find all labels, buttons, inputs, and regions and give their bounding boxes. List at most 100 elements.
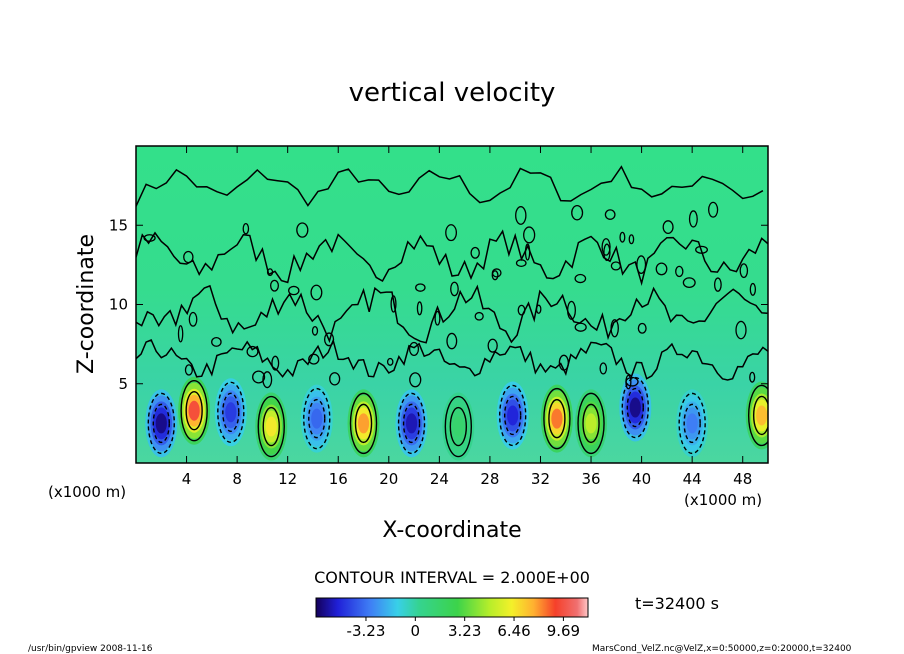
contour-loop bbox=[610, 319, 619, 338]
cell-contour bbox=[397, 392, 426, 455]
y-tick-label: 10 bbox=[109, 296, 128, 314]
cell-contour bbox=[262, 406, 280, 447]
contour-loop bbox=[188, 311, 198, 327]
contour-loop bbox=[637, 322, 647, 334]
cell-contour bbox=[498, 384, 527, 447]
contour-loop bbox=[487, 338, 498, 353]
cell-level bbox=[357, 413, 370, 434]
cell-contour bbox=[752, 395, 768, 436]
contour-loop bbox=[271, 355, 280, 371]
cell-contour bbox=[582, 403, 600, 444]
x-tick-label: 32 bbox=[531, 470, 550, 488]
updraft-cell bbox=[540, 384, 573, 453]
contour-loop bbox=[386, 357, 394, 366]
contour-loop bbox=[183, 250, 194, 264]
contour-loop bbox=[416, 301, 423, 316]
time-label: t=32400 s bbox=[635, 594, 719, 613]
contour-loop bbox=[655, 262, 668, 276]
downdraft-cell bbox=[619, 373, 652, 442]
contour-loop bbox=[177, 325, 184, 343]
contour-loop bbox=[566, 300, 576, 320]
footer-right: MarsCond_VelZ.nc@VelZ,x=0:50000,z=0:2000… bbox=[592, 644, 852, 654]
cell-level bbox=[585, 413, 597, 434]
contour-loop bbox=[571, 204, 584, 221]
colorbar-tick-label: 9.69 bbox=[547, 622, 580, 640]
colorbar-tick-label: -3.23 bbox=[347, 622, 386, 640]
x-tick-label: 40 bbox=[632, 470, 651, 488]
x-tick-label: 28 bbox=[480, 470, 499, 488]
x-tick-label: 4 bbox=[182, 470, 192, 488]
cell-contour bbox=[683, 403, 701, 444]
y-tick-label: 5 bbox=[118, 375, 128, 393]
updraft-cell bbox=[575, 389, 608, 458]
contour-loop bbox=[266, 268, 274, 277]
contour-loop bbox=[491, 270, 499, 281]
cell-contour bbox=[747, 384, 768, 447]
contour-loop bbox=[517, 304, 526, 316]
contour-loop bbox=[749, 282, 757, 296]
contour-loop bbox=[450, 281, 459, 297]
cell-level bbox=[225, 402, 237, 423]
contour-loop bbox=[535, 304, 542, 314]
cell-contour bbox=[354, 403, 373, 444]
x-axis-label: X-coordinate bbox=[382, 518, 521, 543]
cell-level bbox=[155, 413, 167, 434]
cell-level bbox=[551, 408, 563, 429]
cell-contour bbox=[626, 387, 644, 428]
cell-contour bbox=[548, 398, 566, 439]
contour-loop bbox=[143, 234, 156, 242]
contour-loop bbox=[713, 277, 722, 292]
value-cells bbox=[145, 373, 768, 461]
x-ticks: 4 8 12 16 20 24 28 32 36 40 44 48 bbox=[182, 146, 752, 488]
contour-loop bbox=[601, 238, 611, 256]
contour-loop bbox=[524, 243, 531, 261]
cell-contour bbox=[303, 387, 331, 450]
contour-loop bbox=[390, 295, 397, 313]
x-tick-label: 12 bbox=[278, 470, 297, 488]
contour-loop bbox=[474, 311, 484, 321]
colorbar-gradient bbox=[315, 597, 589, 618]
y-tick-label: 15 bbox=[109, 216, 128, 234]
updraft-cell bbox=[442, 392, 475, 461]
updraft-cell bbox=[745, 381, 768, 450]
contour-loop bbox=[558, 354, 570, 371]
contour-loop bbox=[695, 245, 708, 254]
contour-loop bbox=[246, 345, 259, 358]
cell-contour bbox=[402, 403, 421, 444]
contour-loop bbox=[262, 371, 273, 389]
footer-left: /usr/bin/gpview 2008-11-16 bbox=[28, 644, 153, 654]
updraft-cell bbox=[178, 376, 211, 445]
contour-loop bbox=[296, 222, 309, 238]
contour-loop bbox=[628, 234, 635, 245]
x-tick-label: 16 bbox=[329, 470, 348, 488]
colorbar-ticks: -3.23 0 3.23 6.46 9.69 bbox=[347, 617, 580, 640]
cell-contour bbox=[577, 392, 605, 455]
colorbar: -3.23 0 3.23 6.46 9.69 bbox=[315, 597, 589, 640]
contour-loop bbox=[434, 310, 441, 326]
contour-loop bbox=[619, 231, 626, 243]
contour-loop bbox=[662, 220, 674, 235]
downdraft-cell bbox=[214, 378, 247, 447]
cell-contour bbox=[217, 381, 245, 443]
downdraft-cell bbox=[395, 389, 428, 458]
downdraft-cell bbox=[145, 389, 178, 458]
contour-loop bbox=[242, 223, 250, 235]
cell-contour bbox=[147, 392, 175, 455]
cell-contour bbox=[349, 392, 378, 455]
contour-line bbox=[136, 165, 764, 207]
chart-title: vertical velocity bbox=[349, 78, 556, 108]
contour-loop bbox=[603, 243, 611, 262]
contour-loop bbox=[308, 353, 320, 365]
y-ticks: 5 10 15 bbox=[109, 216, 768, 393]
contour-loop bbox=[311, 325, 319, 336]
cell-level bbox=[756, 405, 768, 426]
cell-level bbox=[629, 397, 641, 418]
contour-line bbox=[136, 338, 768, 381]
colorbar-tick-label: 0 bbox=[411, 622, 421, 640]
cell-contour bbox=[257, 395, 285, 458]
contour-loop bbox=[708, 201, 719, 218]
cell-contour bbox=[185, 390, 203, 431]
contour-loop bbox=[470, 246, 480, 259]
contour-loop bbox=[415, 283, 426, 292]
contour-loop bbox=[329, 372, 341, 386]
